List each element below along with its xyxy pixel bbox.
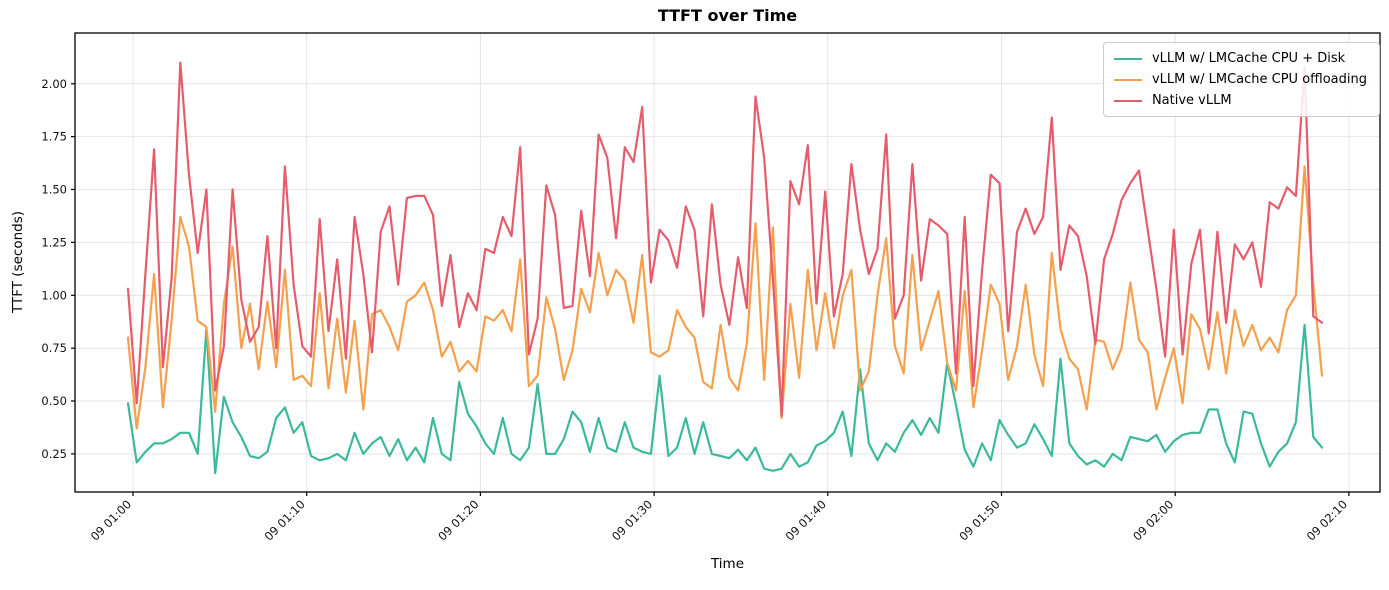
legend-item: vLLM w/ LMCache CPU + Disk bbox=[1113, 51, 1367, 66]
y-tick-label: 0.75 bbox=[41, 341, 67, 355]
legend-item-label: vLLM w/ LMCache CPU + Disk bbox=[1151, 51, 1346, 66]
x-tick-label: 09 02:00 bbox=[1130, 497, 1176, 543]
legend-line-swatch-icon bbox=[1113, 78, 1142, 81]
series-line-vllm-w-lmcache-cpu-offloading bbox=[126, 165, 1324, 430]
x-tick-label: 09 01:00 bbox=[88, 497, 134, 543]
x-tick-label: 09 01:10 bbox=[262, 497, 308, 543]
x-tick-label: 09 01:20 bbox=[435, 497, 481, 543]
y-tick-label: 0.50 bbox=[41, 394, 67, 408]
y-tick-label: 1.25 bbox=[41, 235, 67, 249]
legend-item: Native vLLM bbox=[1113, 93, 1367, 108]
legend-line-swatch-icon bbox=[1113, 57, 1142, 60]
y-axis-label: TTFT (seconds) bbox=[10, 210, 26, 314]
y-tick-label: 1.75 bbox=[41, 130, 67, 144]
x-tick-label: 09 01:50 bbox=[956, 497, 1002, 543]
series-line-native-vllm bbox=[126, 61, 1324, 417]
legend-item-label: Native vLLM bbox=[1151, 93, 1232, 108]
y-tick-label: 2.00 bbox=[41, 77, 67, 91]
x-tick-label: 09 01:30 bbox=[609, 497, 655, 543]
legend-line-swatch-icon bbox=[1113, 99, 1142, 102]
x-axis-label: Time bbox=[710, 556, 745, 572]
chart-title: TTFT over Time bbox=[657, 6, 798, 25]
legend-item: vLLM w/ LMCache CPU offloading bbox=[1113, 72, 1367, 87]
y-tick-label: 1.00 bbox=[41, 288, 67, 302]
series-line-vllm-w-lmcache-cpu-disk bbox=[126, 323, 1324, 475]
x-tick-label: 09 01:40 bbox=[783, 497, 829, 543]
y-tick-label: 0.25 bbox=[41, 447, 67, 461]
legend: vLLM w/ LMCache CPU + Disk vLLM w/ LMCac… bbox=[1102, 42, 1380, 117]
plot-border bbox=[74, 32, 1381, 493]
x-tick-label: 09 02:10 bbox=[1304, 497, 1350, 543]
legend-item-label: vLLM w/ LMCache CPU offloading bbox=[1151, 72, 1367, 87]
y-tick-label: 1.50 bbox=[41, 183, 67, 197]
axis-ticks bbox=[71, 83, 1350, 496]
